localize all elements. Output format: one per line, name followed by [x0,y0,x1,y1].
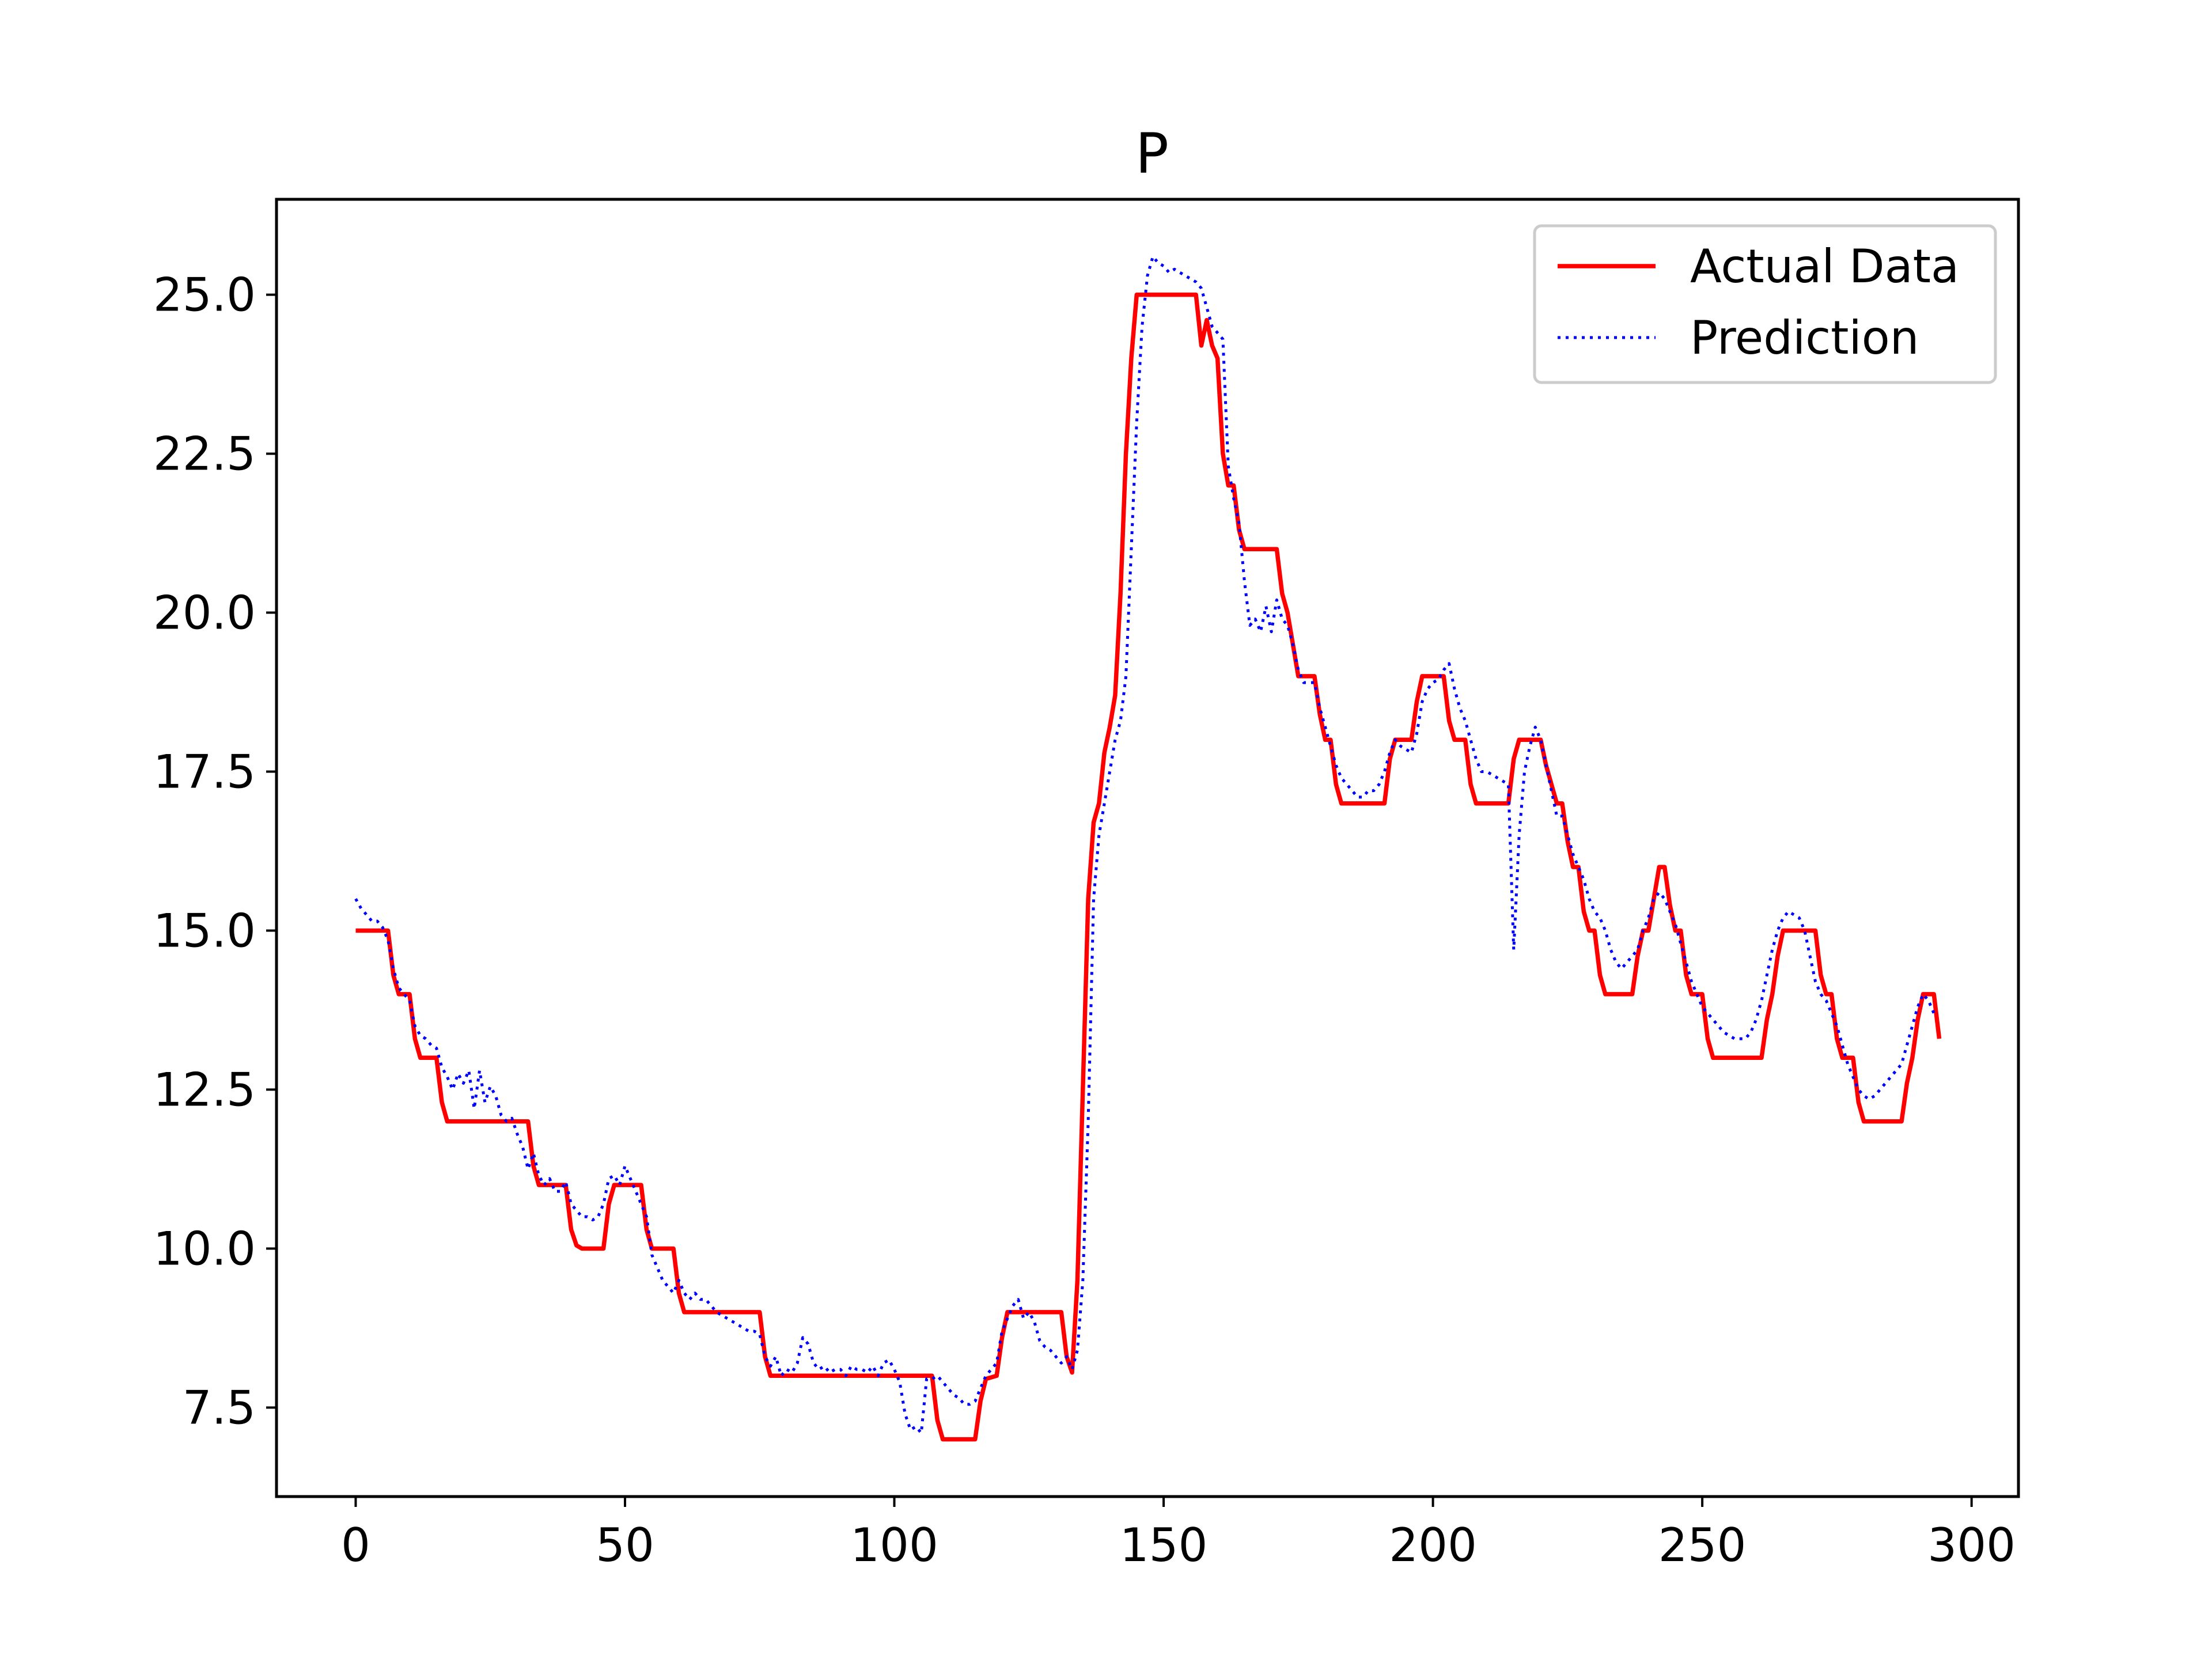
plot-frame [275,198,2020,1498]
x-tick-label: 250 [1658,1518,1747,1572]
y-axis: 7.5 10.0 12.5 15.0 17.5 20.0 22.5 25.0 [153,268,276,1434]
y-tick-label: 10.0 [153,1222,256,1275]
x-tick-label: 100 [850,1518,938,1572]
y-tick-label: 17.5 [153,745,256,799]
y-tick-label: 22.5 [153,427,256,481]
x-tick-label: 300 [1927,1518,2016,1572]
legend-label-actual-data: Actual Data [1690,240,1959,293]
chart-title: P [1135,122,1169,186]
x-axis: 0 50 100 150 200 250 300 [341,1497,2016,1572]
x-tick-label: 150 [1120,1518,1208,1572]
x-tick-label: 0 [341,1518,370,1572]
y-tick-label: 15.0 [153,904,256,958]
x-tick-label: 200 [1389,1518,1477,1572]
y-tick-label: 25.0 [153,268,256,322]
series-line-prediction [354,255,1936,1435]
series-layer [354,255,1942,1442]
x-tick-label: 50 [596,1518,654,1572]
y-tick-label: 12.5 [153,1063,256,1116]
y-tick-label: 7.5 [183,1381,256,1434]
legend: Actual Data Prediction [1533,224,1997,384]
y-tick-label: 20.0 [153,586,256,640]
legend-label-prediction: Prediction [1690,311,1919,365]
